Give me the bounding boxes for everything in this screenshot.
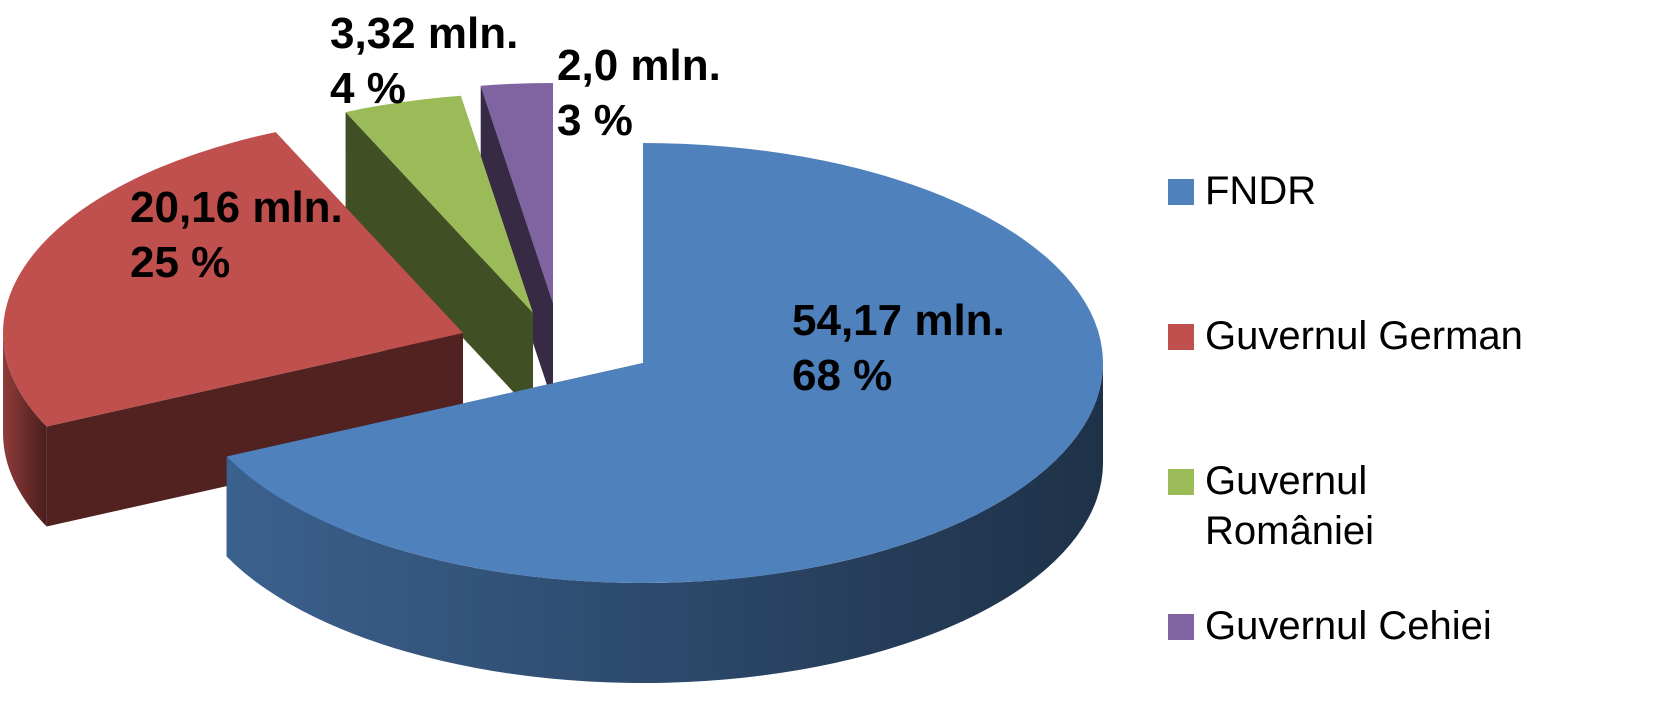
- legend-item: FNDR: [1168, 169, 1316, 213]
- legend-label-line: FNDR: [1205, 169, 1316, 213]
- data-label-value: 2,0 mln.: [557, 41, 721, 90]
- slice-guvernul-cehiei: [480, 83, 553, 404]
- data-label: 54,17 mln. 68 %: [792, 296, 1005, 400]
- slice-outer-wall: [3, 333, 47, 527]
- legend-item: Guvernul României: [1168, 459, 1374, 553]
- legend-label-line: Guvernul: [1205, 459, 1367, 503]
- legend-label: Guvernul Cehiei: [1205, 604, 1492, 648]
- slice-outer-wall: [226, 363, 1104, 683]
- slice-top-face: [226, 143, 1103, 583]
- slice-top-face: [480, 83, 553, 303]
- slice-side-face: [345, 112, 533, 414]
- data-label-percent: 68 %: [792, 351, 892, 400]
- data-labels: 54,17 mln. 68 % 20,16 mln. 25 % 3,32 mln. 4 %…: [130, 9, 1005, 400]
- legend-swatch: [1168, 324, 1194, 350]
- slice-top-face: [345, 95, 533, 314]
- legend-label-line: Guvernul Cehiei: [1205, 604, 1492, 648]
- slice-guvernul-german: [2, 132, 463, 527]
- legend-item: Guvernul Cehiei: [1168, 604, 1492, 648]
- data-label-value: 3,32 mln.: [330, 9, 518, 58]
- data-label: 3,32 mln. 4 %: [330, 9, 518, 113]
- legend-label: Guvernul German: [1205, 314, 1523, 358]
- data-label-percent: 25 %: [130, 238, 230, 287]
- legend-swatch: [1168, 179, 1194, 205]
- legend-item: Guvernul German: [1168, 314, 1523, 358]
- data-label-value: 20,16 mln.: [130, 183, 343, 232]
- data-label: 2,0 mln. 3 %: [557, 41, 721, 145]
- data-label-percent: 3 %: [557, 96, 633, 145]
- data-label: 20,16 mln. 25 %: [130, 183, 343, 287]
- legend-label: Guvernul României: [1205, 459, 1374, 553]
- legend-label: FNDR: [1205, 169, 1316, 213]
- slice-fndr: [226, 143, 1104, 683]
- slice-side-face: [480, 85, 553, 404]
- slice-guvernul-romaniei: [345, 95, 533, 414]
- legend-label-line: României: [1205, 509, 1374, 553]
- data-label-value: 54,17 mln.: [792, 296, 1005, 345]
- slice-top-face: [2, 132, 463, 427]
- data-label-percent: 4 %: [330, 64, 406, 113]
- slice-side-face: [46, 333, 463, 527]
- legend-swatch: [1168, 614, 1194, 640]
- pie-slices: [2, 83, 1104, 683]
- legend-swatch: [1168, 469, 1194, 495]
- legend-label-line: Guvernul German: [1205, 314, 1523, 358]
